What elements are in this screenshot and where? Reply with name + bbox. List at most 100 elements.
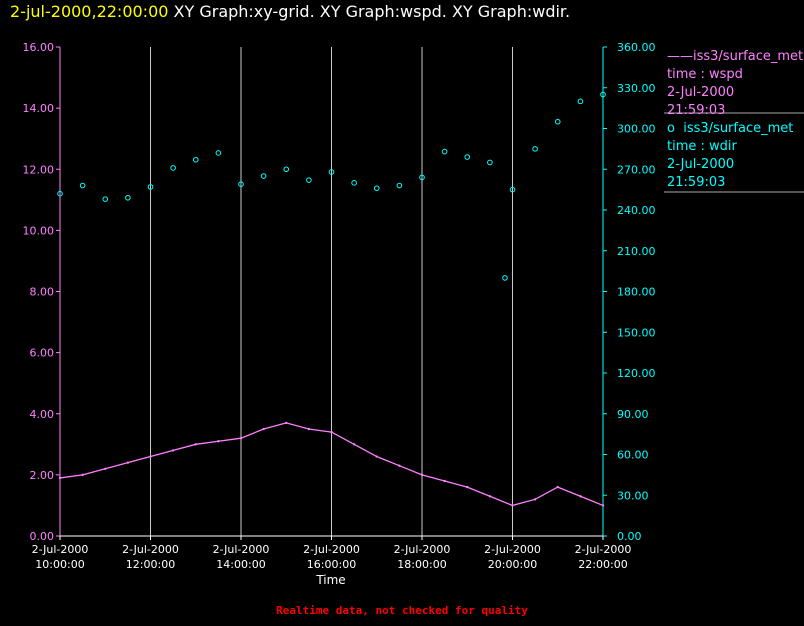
legend-date: 2-Jul-2000	[667, 85, 735, 100]
right-tick-label: 90.00	[617, 408, 649, 421]
wdir-point	[502, 275, 508, 281]
wspd-point	[488, 495, 492, 498]
wspd-point	[239, 437, 243, 440]
wdir-point	[600, 91, 606, 98]
wspd-point	[126, 461, 130, 464]
wspd-point	[352, 443, 356, 446]
legend-entry-wdir: o iss3/surface_met time : wdir 2-Jul-200…	[667, 120, 793, 192]
wspd-point	[171, 449, 175, 452]
wdir-point	[441, 148, 448, 155]
wdir-point	[102, 196, 109, 202]
wdir-point	[238, 181, 244, 187]
x-tick-time: 22:00:00	[578, 558, 627, 571]
x-tick-time: 16:00:00	[307, 558, 356, 571]
wdir-point	[306, 177, 312, 183]
wspd-point	[443, 479, 446, 483]
wdir-point	[328, 169, 335, 175]
wdir-point	[509, 186, 516, 193]
right-tick-label: 330.00	[617, 82, 656, 95]
right-y-ticks: 0.00 30.00 60.00 90.00 120.00 150.00 180.00 210…	[603, 41, 656, 543]
legend-time: 21:59:03	[667, 103, 726, 118]
wspd-point	[285, 421, 288, 425]
wspd-point	[149, 455, 152, 458]
x-tick-date: 2-Jul-2000	[484, 543, 541, 556]
x-tick-date: 2-Jul-2000	[394, 543, 451, 556]
wdir-point	[577, 98, 584, 105]
wspd-point	[511, 504, 514, 507]
legend-date: 2-Jul-2000	[667, 157, 735, 172]
x-tick-date: 2-Jul-2000	[575, 543, 632, 556]
left-tick-label: 16.00	[23, 41, 55, 54]
right-tick-label: 150.00	[617, 326, 656, 339]
xy-plot: 0.00 2.00 4.00 6.00 8.00 10.00 12.00 14.00 16.00…	[23, 41, 804, 587]
x-ticks: 2-Jul-2000 10:00:00 2-Jul-2000 12:00:00 2-Ju…	[32, 536, 632, 571]
legend-field: time : wdir	[667, 139, 737, 154]
legend-field: time : wspd	[667, 67, 743, 82]
wdir-point	[532, 146, 538, 152]
wdir-point	[554, 118, 561, 125]
wdir-point	[464, 154, 471, 160]
wdir-point	[125, 194, 131, 201]
x-tick-time: 14:00:00	[216, 558, 265, 571]
wspd-series	[58, 421, 605, 507]
window-title: 2-jul-2000,22:00:00 XY Graph:xy-grid. XY…	[10, 2, 570, 21]
wspd-point	[375, 455, 378, 458]
x-tick-date: 2-Jul-2000	[122, 543, 179, 556]
wspd-point	[398, 464, 401, 467]
right-tick-label: 0.00	[617, 530, 642, 543]
wspd-point	[58, 476, 62, 480]
quality-note: Realtime data, not checked for quality	[276, 604, 528, 617]
legend-source: iss3/surface_met	[683, 121, 794, 136]
wspd-point	[579, 495, 582, 498]
right-tick-label: 210.00	[617, 245, 656, 258]
wdir-point	[487, 159, 493, 166]
right-tick-label: 270.00	[617, 163, 656, 176]
wdir-point	[170, 165, 176, 171]
left-tick-label: 4.00	[30, 408, 55, 421]
vertical-grid	[150, 47, 513, 536]
right-tick-label: 120.00	[617, 367, 656, 380]
wdir-point	[373, 185, 380, 192]
wdir-point	[283, 166, 290, 173]
wspd-point	[533, 498, 537, 501]
wspd-point	[330, 430, 333, 434]
wdir-point	[260, 173, 267, 179]
legend-dot-marker: o	[667, 121, 675, 136]
right-tick-label: 360.00	[617, 41, 656, 54]
wdir-point	[79, 182, 86, 189]
x-tick-date: 2-Jul-2000	[303, 543, 360, 556]
wspd-point	[466, 485, 469, 489]
x-tick-time: 20:00:00	[488, 558, 537, 571]
wspd-point	[420, 473, 424, 477]
right-tick-label: 60.00	[617, 449, 649, 462]
right-tick-label: 240.00	[617, 204, 656, 217]
wspd-point	[307, 427, 311, 431]
title-timestamp: 2-jul-2000,22:00:00	[10, 2, 169, 21]
x-tick-time: 18:00:00	[397, 558, 446, 571]
right-tick-label: 30.00	[617, 489, 649, 502]
x-tick-date: 2-Jul-2000	[213, 543, 270, 556]
x-tick-date: 2-Jul-2000	[32, 543, 89, 556]
right-tick-label: 180.00	[617, 286, 656, 299]
wdir-point	[57, 190, 63, 197]
legend-source: iss3/surface_met	[693, 49, 804, 64]
left-tick-label: 12.00	[23, 163, 55, 176]
left-y-ticks: 0.00 2.00 4.00 6.00 8.00 10.00 12.00 14.00 16.00	[23, 41, 60, 543]
x-tick-time: 12:00:00	[126, 558, 175, 571]
wdir-point	[147, 184, 154, 190]
wspd-point	[262, 427, 265, 431]
left-tick-label: 14.00	[23, 102, 55, 115]
legend-time: 21:59:03	[667, 175, 726, 190]
wdir-point	[396, 182, 403, 189]
legend-line-marker: ——	[667, 49, 693, 64]
x-axis-label: Time	[315, 573, 345, 587]
left-tick-label: 6.00	[30, 347, 55, 360]
legend-entry-wspd: ——iss3/surface_met time : wspd 2-Jul-200…	[667, 48, 803, 120]
wdir-point	[419, 174, 425, 181]
wdir-point	[351, 180, 357, 186]
left-tick-label: 0.00	[30, 530, 55, 543]
left-tick-label: 8.00	[30, 286, 55, 299]
x-tick-time: 10:00:00	[35, 558, 84, 571]
wspd-point	[556, 485, 559, 489]
wspd-point	[601, 504, 605, 507]
